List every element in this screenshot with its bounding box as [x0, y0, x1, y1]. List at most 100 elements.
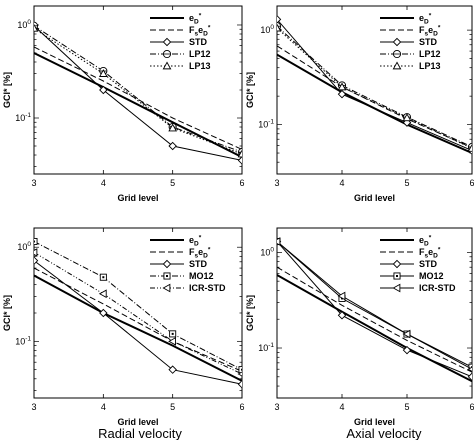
- data-point-s2-p2: [168, 141, 177, 151]
- series-line-4: [277, 27, 472, 149]
- legend-label-3: LP12: [189, 49, 211, 59]
- data-point-s4-p1: [337, 82, 347, 91]
- legend-marker-2: [162, 37, 172, 47]
- y-tick-label: 100: [17, 19, 31, 30]
- legend: eD*FseD*STD LP12 LP13: [150, 13, 211, 71]
- x-tick-label: 6: [469, 402, 474, 412]
- data-point-s2-p3: [467, 372, 472, 382]
- data-point-s4-p2: [168, 336, 176, 346]
- x-tick-label: 5: [170, 178, 175, 188]
- series-line-1: [34, 46, 242, 150]
- series-group: [34, 237, 242, 389]
- chart-panel-3: 3 4 5 6 10-1 100 Grid level GCI* [%] eD*FseD*STD…: [2, 227, 245, 427]
- plot-frame: [33, 5, 243, 175]
- x-tick-label: 4: [339, 178, 344, 188]
- data-point-s3-p3-dot: [241, 368, 242, 371]
- legend-label-2: STD: [189, 259, 208, 269]
- y-axis-label: GCI* [%]: [2, 72, 12, 108]
- chart-panel-2: 3 4 5 6 10-1 100 Grid level GCI* [%] eD*FseD*STD…: [245, 5, 474, 203]
- x-tick-label: 3: [31, 178, 36, 188]
- data-point-s4-p1: [98, 69, 108, 77]
- data-point-s4-p2: [168, 123, 178, 132]
- data-point-s2-p0: [34, 256, 39, 265]
- legend-marker-3-dot: [166, 275, 168, 277]
- legend-marker-2: [392, 37, 402, 47]
- series-line-3: [34, 241, 242, 371]
- legend-label-1: FseD*: [419, 247, 441, 260]
- data-point-s4-p2: [402, 329, 411, 339]
- series-line-0: [34, 274, 242, 382]
- x-tick-label: 4: [339, 402, 344, 412]
- legend: eD*FseD*STD MO12 ICR-STD: [150, 235, 226, 293]
- series-line-4: [277, 241, 472, 370]
- data-point-s4-p3: [467, 366, 472, 372]
- x-tick-label: 3: [274, 178, 279, 188]
- plot-frame: [276, 5, 473, 175]
- x-tick-label: 4: [101, 178, 106, 188]
- data-point-s4-p1: [337, 291, 346, 301]
- data-point-s2-p2: [168, 365, 177, 374]
- x-axis-label: Grid level: [117, 417, 158, 427]
- series-line-2: [34, 260, 242, 385]
- x-tick-label: 3: [274, 402, 279, 412]
- x-tick-label: 6: [469, 178, 474, 188]
- legend-label-2: STD: [419, 259, 438, 269]
- y-tick-label: 100: [260, 246, 274, 257]
- data-point-s2-p0: [277, 15, 282, 24]
- x-tick-label: 3: [31, 402, 36, 412]
- chart-panel-1: 3 4 5 6 10-1 100 Grid level GCI* [%] eD*FseD*STD…: [2, 5, 245, 203]
- plot-frame: [33, 227, 243, 399]
- series-line-1: [34, 267, 242, 372]
- series-line-3: [34, 25, 242, 153]
- series-line-4: [34, 27, 242, 155]
- data-point-s3-p3: [238, 366, 242, 374]
- legend-marker-2: [162, 259, 172, 269]
- data-point-s4-p3: [237, 371, 242, 377]
- legend-label-4: ICR-STD: [419, 283, 456, 293]
- legend-label-0: eD*: [189, 13, 202, 26]
- y-tick-label: 10-1: [15, 112, 31, 123]
- legend: eD*FseD*STD MO12 ICR-STD: [380, 235, 456, 293]
- legend-label-1: FseD*: [189, 247, 211, 260]
- data-point-s3-p0-dot: [34, 240, 35, 243]
- x-tick-label: 5: [170, 402, 175, 412]
- data-point-s4-p0: [277, 23, 282, 32]
- data-point-s4-p3: [237, 149, 242, 158]
- x-axis-label: Grid level: [117, 193, 158, 203]
- legend-label-0: eD*: [189, 235, 202, 248]
- legend-marker-4: [162, 283, 171, 293]
- x-tick-label: 6: [239, 178, 244, 188]
- y-axis-label: GCI* [%]: [2, 295, 12, 331]
- data-point-s4-p1: [98, 289, 107, 299]
- data-point-s4-p0: [34, 23, 39, 32]
- series-line-4: [34, 251, 242, 375]
- legend-marker-4: [162, 61, 172, 70]
- data-point-s4-p2: [402, 113, 412, 122]
- legend-label-0: eD*: [419, 235, 432, 248]
- series-line-2: [277, 19, 472, 152]
- legend-marker-2: [392, 259, 402, 269]
- legend-label-2: STD: [189, 37, 208, 47]
- legend-label-3: LP12: [419, 49, 441, 59]
- series-line-2: [277, 241, 472, 378]
- series-line-2: [34, 25, 242, 161]
- legend-label-3: MO12: [419, 271, 444, 281]
- y-tick-label: 10-1: [258, 119, 274, 130]
- x-axis-label: Grid level: [354, 417, 395, 427]
- data-point-s4-p0: [34, 248, 38, 257]
- series-group: [277, 15, 472, 155]
- data-point-s2-p1: [337, 311, 347, 320]
- y-tick-label: 100: [260, 24, 274, 35]
- series-line-1: [277, 266, 472, 373]
- legend-marker-4: [392, 61, 402, 70]
- legend-marker-3-dot: [396, 275, 398, 277]
- data-point-s2-p1: [337, 89, 347, 99]
- data-point-s2-p1: [99, 85, 108, 95]
- legend-label-2: STD: [419, 37, 438, 47]
- series-line-0: [277, 274, 472, 383]
- data-point-s3-p2-dot: [171, 332, 174, 335]
- series-line-1: [277, 45, 472, 149]
- chart-panel-4: 3 4 5 6 10-1 100 Grid level GCI* [%] eD*FseD*STD…: [245, 227, 474, 427]
- y-tick-label: 10-1: [15, 335, 31, 346]
- y-axis-label: GCI* [%]: [245, 295, 255, 331]
